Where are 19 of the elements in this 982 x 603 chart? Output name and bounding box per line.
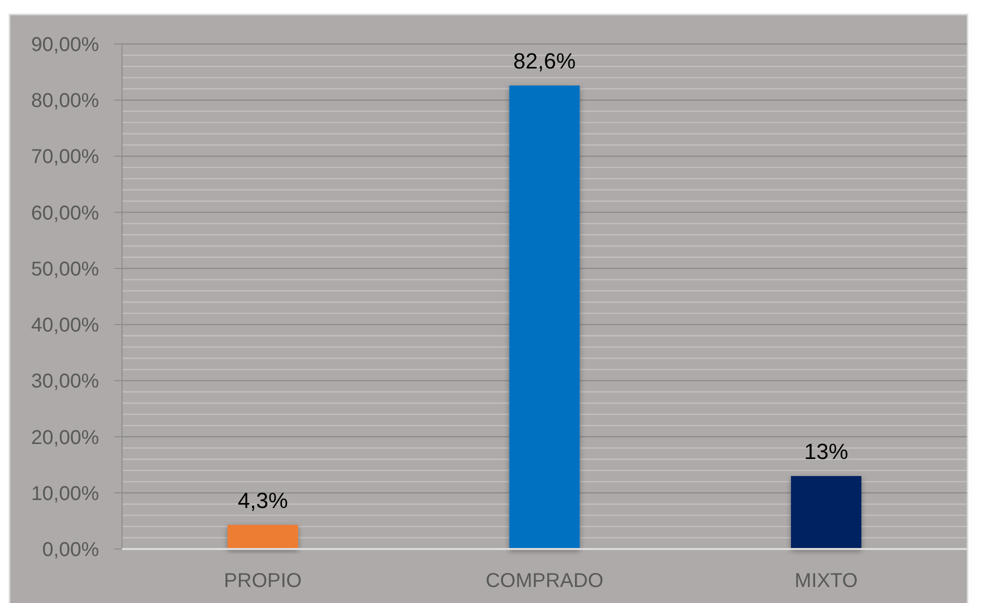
y-tick-label: 20,00%: [31, 426, 100, 449]
y-tick-label: 60,00%: [31, 202, 100, 224]
data-label: 82,6%: [513, 48, 576, 74]
x-tick-label: PROPIO: [224, 570, 302, 592]
y-tick-label: 0,00%: [42, 539, 100, 561]
bar: [228, 524, 298, 549]
y-tick-label: 40,00%: [31, 314, 100, 337]
y-tick-label: 80,00%: [31, 90, 100, 112]
bar: [509, 86, 580, 549]
y-tick-label: 70,00%: [31, 146, 100, 168]
y-tick-label: 10,00%: [31, 482, 100, 505]
data-label: 4,3%: [238, 488, 288, 513]
y-tick-label: 30,00%: [31, 370, 100, 393]
x-tick-label: COMPRADO: [486, 570, 604, 592]
y-tick-label: 50,00%: [31, 258, 100, 280]
bar: [790, 476, 862, 549]
data-label: 13%: [804, 439, 848, 464]
y-tick-label: 90,00%: [31, 34, 100, 56]
x-tick-label: MIXTO: [794, 570, 858, 592]
